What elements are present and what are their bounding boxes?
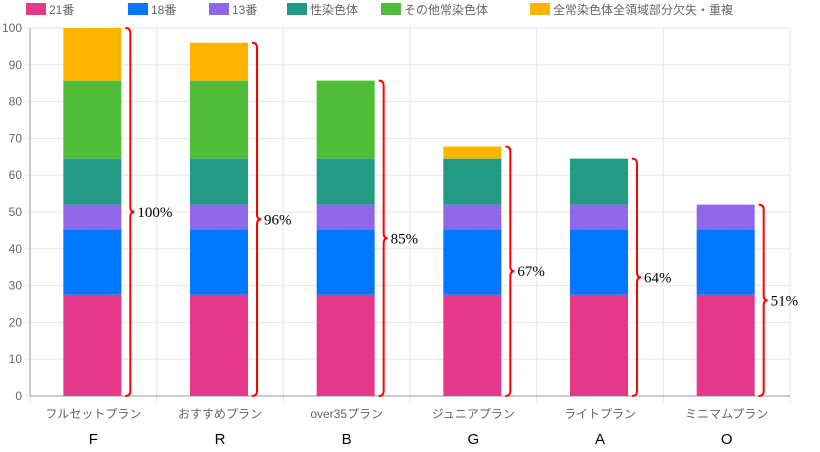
bar-segment	[570, 294, 628, 396]
legend-swatch	[381, 3, 401, 15]
bar-segment	[443, 204, 502, 230]
x-tick-label: ジュニアプラン	[432, 407, 515, 421]
total-bracket	[378, 79, 388, 397]
total-label: 85%	[391, 231, 419, 247]
bar-segment	[190, 229, 248, 295]
bar-segment	[63, 80, 122, 159]
bar-segment	[316, 229, 375, 295]
bar-segment	[570, 204, 628, 230]
bar-segment	[316, 80, 375, 159]
bar-segment	[63, 229, 122, 295]
y-tick-label: 90	[9, 58, 23, 72]
bar-segment	[63, 204, 122, 230]
category-code: O	[721, 431, 733, 448]
total-label: 67%	[517, 264, 545, 280]
total-label: 100%	[137, 205, 172, 221]
category-code: G	[467, 431, 479, 448]
category-code: F	[89, 431, 98, 448]
bar-segment	[443, 294, 502, 396]
bar-segment	[316, 204, 375, 230]
total-bracket	[758, 203, 768, 397]
y-tick-label: 0	[15, 389, 22, 403]
legend-swatch	[209, 3, 229, 15]
y-tick-label: 10	[9, 352, 23, 366]
bar-segment	[190, 294, 248, 396]
bar-segment	[316, 294, 375, 396]
legend-item[interactable]: 18番	[128, 3, 176, 17]
total-bracket	[505, 145, 515, 397]
x-tick-label: おすすめプラン	[178, 407, 262, 421]
bar-segment	[63, 158, 122, 205]
y-tick-label: 70	[9, 131, 23, 145]
bar-segment	[190, 80, 248, 159]
bar-segment	[696, 204, 755, 230]
y-tick-label: 20	[9, 315, 23, 329]
bar-segment	[443, 229, 502, 295]
y-tick-label: 80	[9, 95, 23, 109]
legend-item[interactable]: 全常染色体全領域部分欠失・重複	[530, 2, 733, 17]
legend-swatch	[530, 3, 550, 15]
y-tick-label: 100	[2, 21, 22, 35]
y-tick-label: 30	[9, 279, 23, 293]
bar-segment	[316, 158, 375, 205]
bar-segment	[570, 229, 628, 295]
total-label: 64%	[644, 270, 672, 286]
bar-segment	[443, 158, 502, 205]
bar-segment	[190, 204, 248, 230]
legend-label: その他常染色体	[404, 2, 488, 17]
bar-segment	[190, 42, 248, 81]
legend-item[interactable]: 13番	[209, 3, 257, 17]
legend-item[interactable]: その他常染色体	[381, 2, 488, 17]
bar-segment	[570, 158, 628, 205]
bar-segment	[443, 146, 502, 159]
bar-segment	[696, 294, 755, 396]
legend-swatch	[128, 3, 148, 15]
total-bracket	[125, 27, 135, 397]
y-tick-label: 40	[9, 242, 23, 256]
total-label: 51%	[771, 293, 799, 309]
legend-label: 性染色体	[310, 2, 358, 17]
legend-item[interactable]: 性染色体	[287, 2, 358, 17]
total-bracket	[251, 41, 262, 397]
category-code: R	[215, 431, 226, 448]
legend-label: 21番	[49, 3, 74, 17]
legend-item[interactable]: 21番	[26, 3, 74, 17]
category-code: B	[342, 431, 352, 448]
x-tick-label: ミニマムプラン	[685, 407, 768, 421]
legend-swatch	[287, 3, 307, 15]
legend-label: 13番	[232, 3, 257, 17]
x-tick-label: フルセットプラン	[45, 407, 141, 421]
bar-segment	[696, 229, 755, 295]
legend-swatch	[26, 3, 46, 15]
y-tick-label: 50	[9, 205, 23, 219]
bar-segment	[63, 294, 122, 396]
bar-segment	[63, 28, 122, 81]
category-code: A	[595, 431, 605, 448]
y-tick-label: 60	[9, 168, 23, 182]
x-tick-label: over35プラン	[310, 407, 383, 421]
x-tick-label: ライトプラン	[564, 407, 636, 421]
legend-label: 18番	[151, 3, 176, 17]
bar-segment	[190, 158, 248, 205]
legend-label: 全常染色体全領域部分欠失・重複	[553, 2, 733, 17]
total-label: 96%	[264, 212, 292, 228]
total-bracket	[631, 157, 642, 397]
